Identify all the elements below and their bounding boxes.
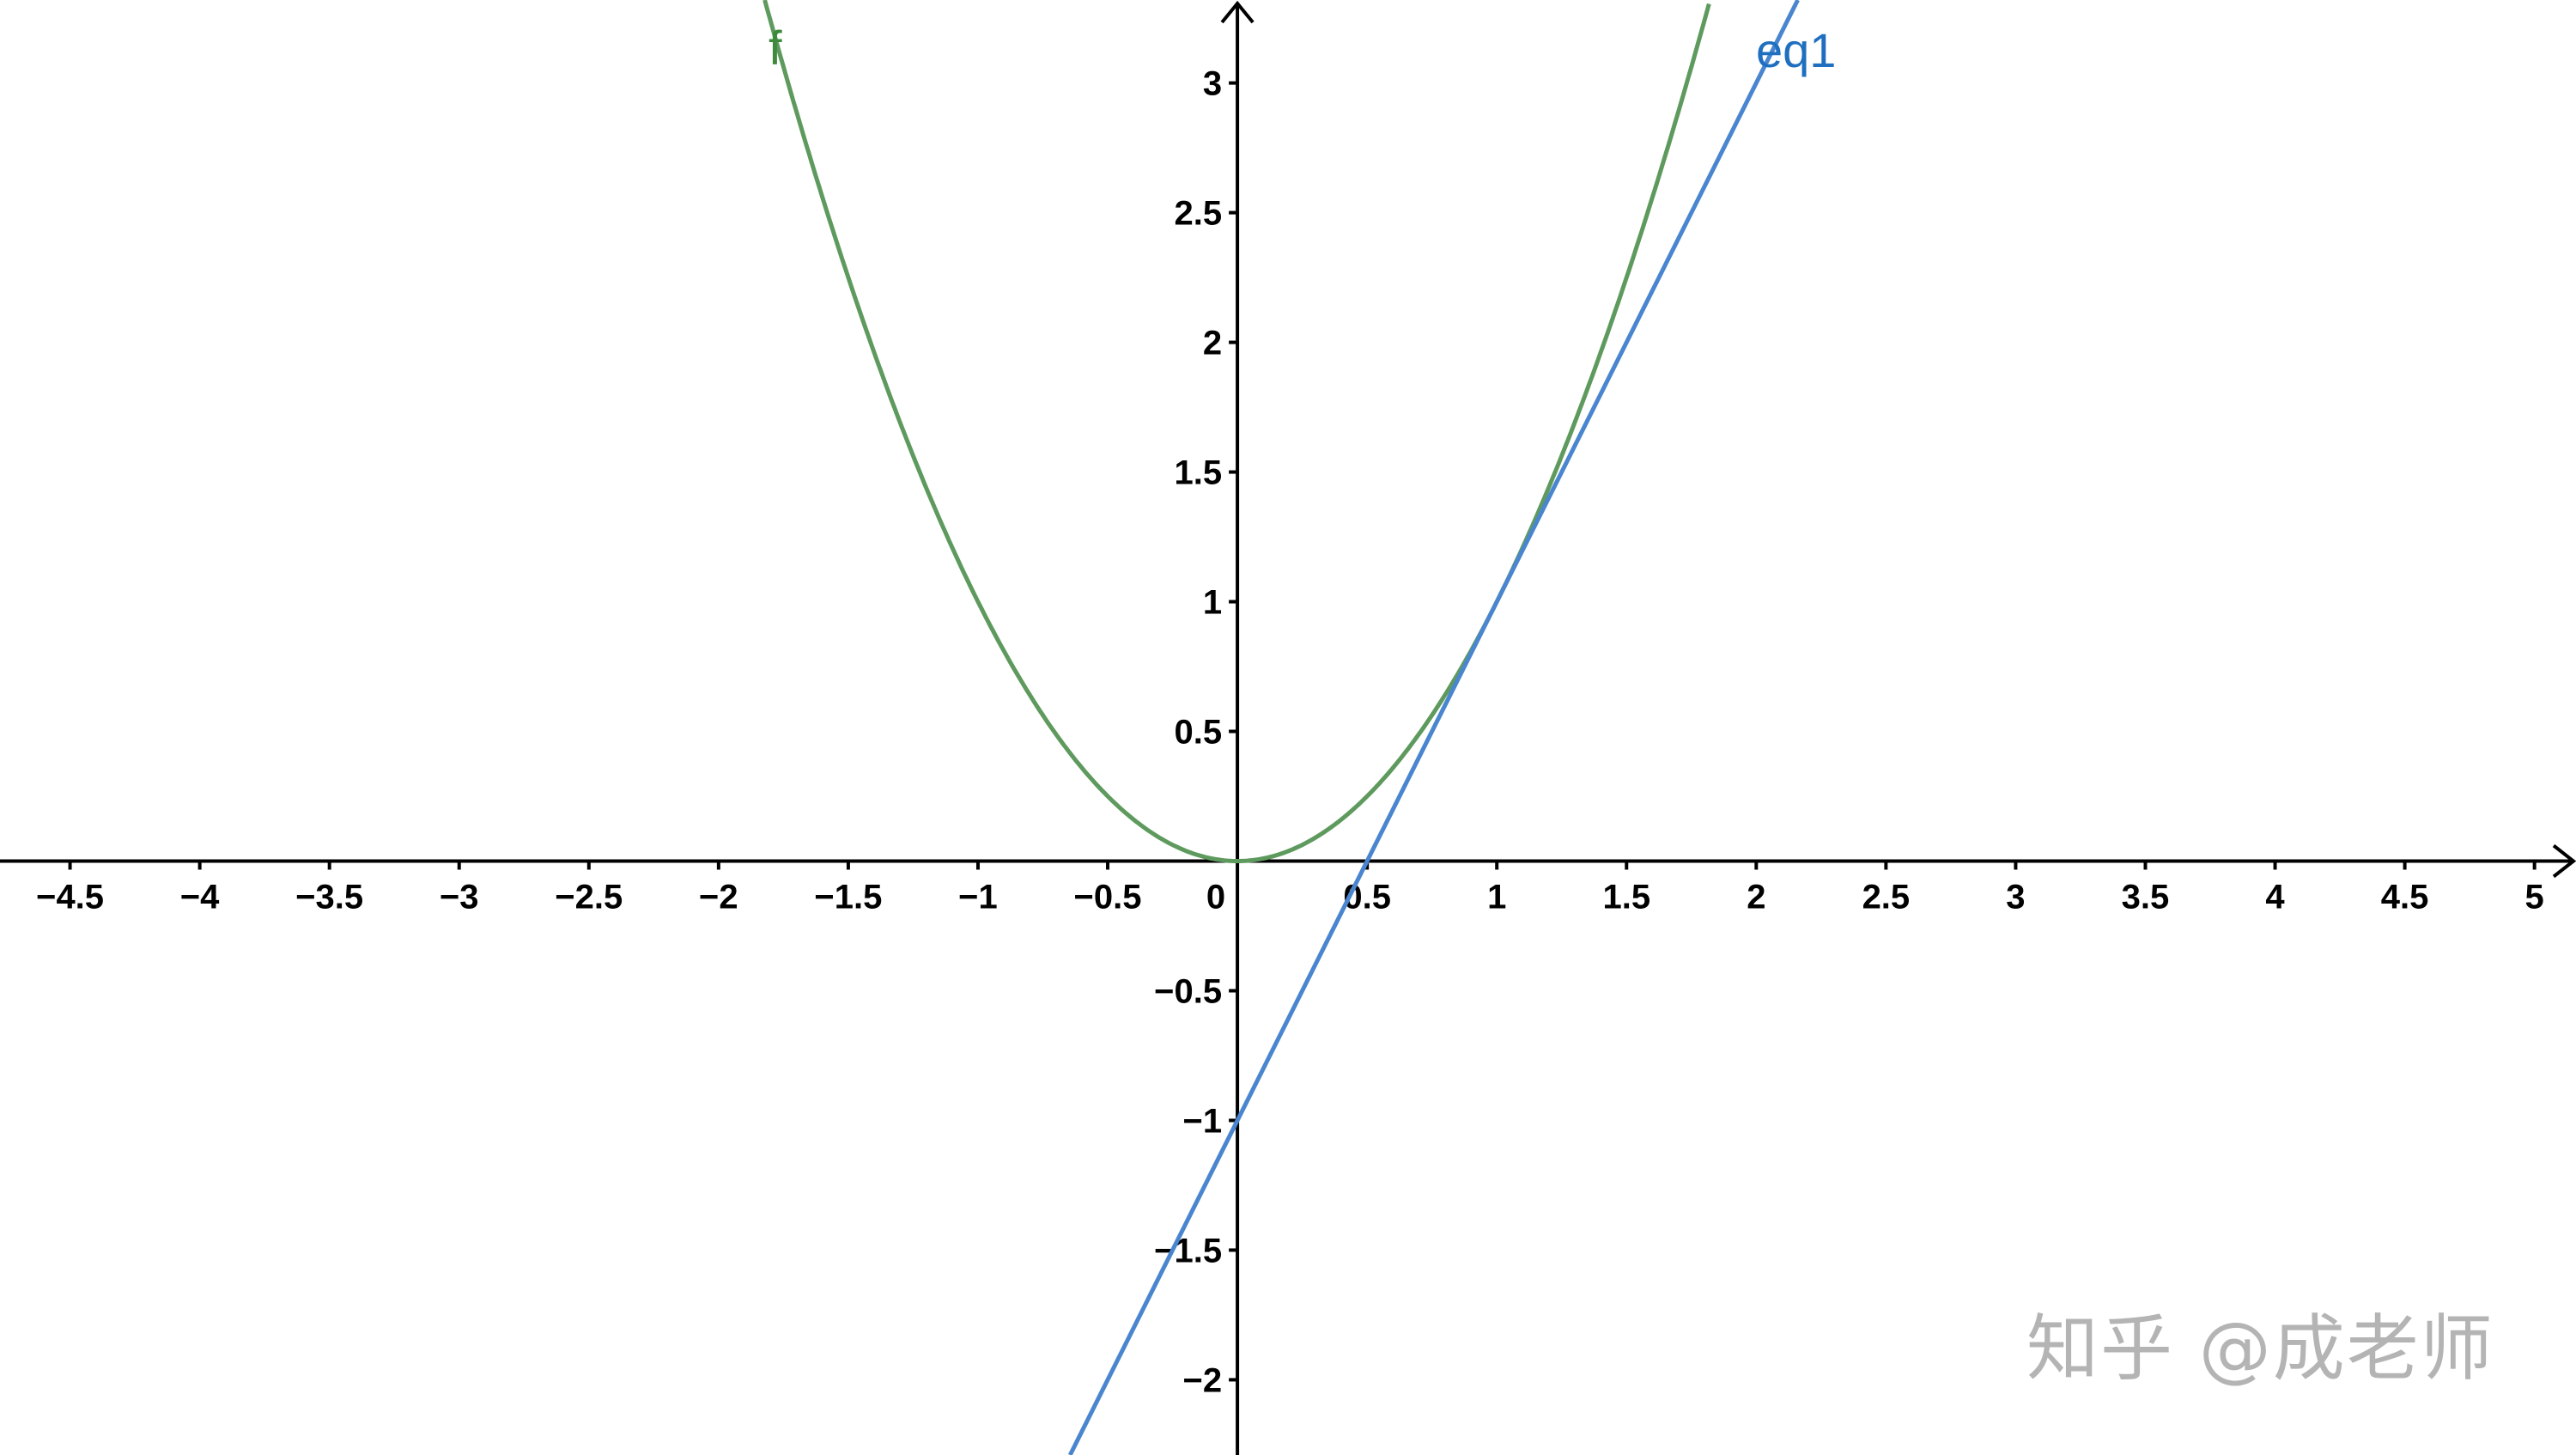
y-tick-label: 2.5 <box>1174 195 1222 233</box>
y-tick-label: 0.5 <box>1174 714 1222 752</box>
y-tick-label: 2 <box>1203 325 1222 362</box>
x-tick-label: 0 <box>1206 879 1225 916</box>
x-tick-label: −1.5 <box>814 879 882 916</box>
x-tick-label: −4 <box>180 879 220 916</box>
x-tick-label: 1 <box>1487 879 1506 916</box>
x-tick-label: 2.5 <box>1862 879 1911 916</box>
series-f-label: f <box>769 21 782 75</box>
y-tick-label: 1 <box>1203 584 1222 622</box>
x-tick-label: −3.5 <box>295 879 363 916</box>
x-tick-label: −4.5 <box>36 879 104 916</box>
x-tick-label: 3.5 <box>2122 879 2170 916</box>
series-eq1-label: eq1 <box>1756 23 1836 77</box>
x-axis-arrow <box>2552 843 2576 879</box>
x-tick-label: 5 <box>2525 879 2544 916</box>
x-tick-label: 3 <box>2006 879 2025 916</box>
x-tick-label: 2 <box>1747 879 1765 916</box>
y-tick-label: 1.5 <box>1174 454 1222 492</box>
x-tick-label: −0.5 <box>1074 879 1142 916</box>
x-tick-label: −2.5 <box>555 879 623 916</box>
y-tick-label: −0.5 <box>1154 972 1222 1010</box>
series-f-curve <box>762 0 1711 863</box>
watermark: 知乎 @成老师 <box>2026 1306 2494 1391</box>
x-tick-label: 1.5 <box>1602 879 1650 916</box>
y-tick-label: −2 <box>1182 1361 1222 1399</box>
y-axis-arrow <box>1220 0 1255 24</box>
series-eq1-line <box>1067 0 1800 1455</box>
y-tick-label: 3 <box>1203 65 1222 103</box>
x-tick-label: −3 <box>440 879 479 916</box>
y-tick-label: −1 <box>1182 1102 1222 1140</box>
x-tick-label: −2 <box>699 879 738 916</box>
x-tick-label: 4 <box>2265 879 2285 916</box>
x-tick-label: 4.5 <box>2381 879 2429 916</box>
x-tick-label: −1 <box>958 879 998 916</box>
